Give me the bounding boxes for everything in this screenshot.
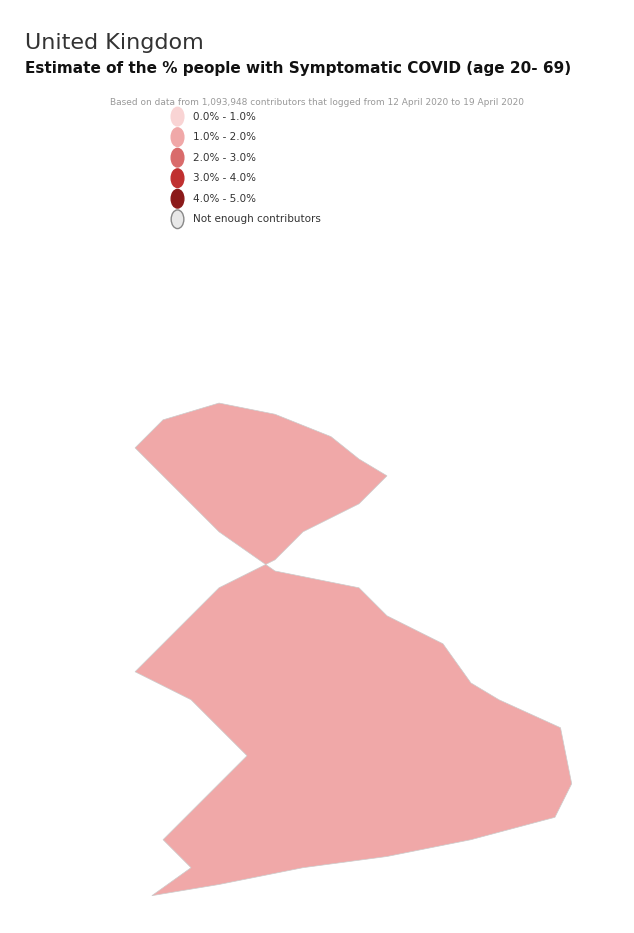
Text: 4.0% - 5.0%: 4.0% - 5.0%	[193, 194, 256, 203]
Text: 3.0% - 4.0%: 3.0% - 4.0%	[193, 174, 256, 183]
Text: 0.0% - 1.0%: 0.0% - 1.0%	[193, 112, 256, 121]
Text: Estimate of the % people with Symptomatic COVID (age 20- 69): Estimate of the % people with Symptomati…	[25, 61, 571, 76]
Text: United Kingdom: United Kingdom	[25, 33, 204, 52]
Text: 1.0% - 2.0%: 1.0% - 2.0%	[193, 132, 256, 142]
Text: Based on data from 1,093,948 contributors that logged from 12 April 2020 to 19 A: Based on data from 1,093,948 contributor…	[110, 98, 524, 107]
Text: 2.0% - 3.0%: 2.0% - 3.0%	[193, 153, 256, 162]
Polygon shape	[135, 403, 572, 896]
Text: Not enough contributors: Not enough contributors	[193, 215, 321, 224]
